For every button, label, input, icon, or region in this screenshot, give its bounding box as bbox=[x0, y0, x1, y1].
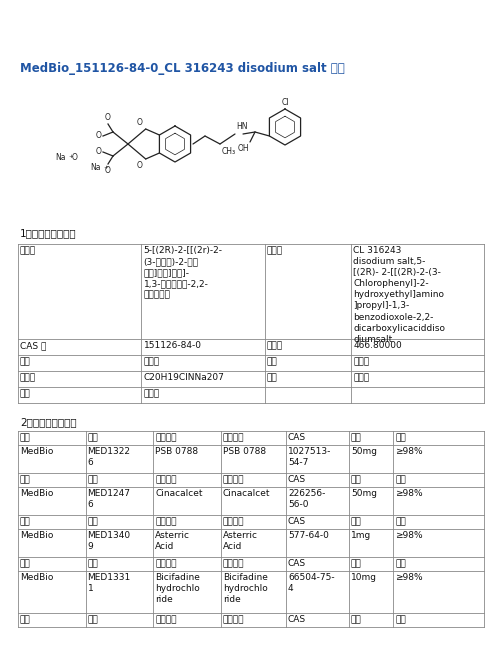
Text: 英文名称: 英文名称 bbox=[222, 433, 243, 442]
Text: 466.80000: 466.80000 bbox=[353, 341, 401, 350]
Text: 常用名: 常用名 bbox=[20, 246, 36, 255]
Text: 纯度: 纯度 bbox=[394, 433, 405, 442]
Text: +: + bbox=[103, 165, 108, 170]
Text: O: O bbox=[96, 147, 102, 156]
Text: MedBio: MedBio bbox=[20, 447, 53, 456]
Text: MED1340
9: MED1340 9 bbox=[87, 531, 130, 551]
Text: 英文名: 英文名 bbox=[267, 246, 283, 255]
Text: CAS: CAS bbox=[288, 559, 306, 568]
Text: 英文名称: 英文名称 bbox=[222, 475, 243, 484]
Text: Cl: Cl bbox=[281, 98, 288, 107]
Text: 10mg: 10mg bbox=[350, 573, 376, 582]
Text: 熔点: 熔点 bbox=[267, 357, 277, 366]
Text: 英文名称: 英文名称 bbox=[222, 615, 243, 624]
Text: HN: HN bbox=[235, 122, 247, 131]
Text: MedBio: MedBio bbox=[20, 531, 53, 540]
Text: 包装: 包装 bbox=[350, 475, 361, 484]
Text: Cinacalcet: Cinacalcet bbox=[222, 489, 270, 498]
Text: 货号: 货号 bbox=[87, 559, 98, 568]
Text: Asterric
Acid: Asterric Acid bbox=[155, 531, 190, 551]
Text: 包装: 包装 bbox=[350, 517, 361, 526]
Text: Na: Na bbox=[90, 164, 100, 173]
Text: 1mg: 1mg bbox=[350, 531, 370, 540]
Text: O: O bbox=[137, 118, 142, 127]
Text: 中文名称: 中文名称 bbox=[155, 615, 176, 624]
Text: ≥98%: ≥98% bbox=[394, 447, 422, 456]
Text: 1、产品物理参数：: 1、产品物理参数： bbox=[20, 228, 77, 238]
Text: 分子式: 分子式 bbox=[20, 373, 36, 382]
Text: 英文名称: 英文名称 bbox=[222, 517, 243, 526]
Text: C20H19ClNNa207: C20H19ClNNa207 bbox=[143, 373, 224, 382]
Text: 英文名称: 英文名称 bbox=[222, 559, 243, 568]
Text: CH₃: CH₃ bbox=[221, 147, 235, 156]
Text: 无资料: 无资料 bbox=[353, 373, 369, 382]
Text: 50mg: 50mg bbox=[350, 489, 376, 498]
Text: MedBio_151126-84-0_CL 316243 disodium salt 参数: MedBio_151126-84-0_CL 316243 disodium sa… bbox=[20, 62, 344, 75]
Text: CAS: CAS bbox=[288, 433, 306, 442]
Text: 分子量: 分子量 bbox=[267, 341, 283, 350]
Text: MedBio: MedBio bbox=[20, 489, 53, 498]
Text: O: O bbox=[137, 161, 142, 170]
Text: 无资料: 无资料 bbox=[143, 357, 159, 366]
Text: 货号: 货号 bbox=[87, 433, 98, 442]
Text: 包装: 包装 bbox=[350, 559, 361, 568]
Text: O: O bbox=[96, 132, 102, 140]
Text: ≥98%: ≥98% bbox=[394, 489, 422, 498]
Text: 货号: 货号 bbox=[87, 615, 98, 624]
Text: 包装: 包装 bbox=[350, 615, 361, 624]
Text: CAS: CAS bbox=[288, 615, 306, 624]
Text: 50mg: 50mg bbox=[350, 447, 376, 456]
Text: 中文名称: 中文名称 bbox=[155, 433, 176, 442]
Text: 中文名称: 中文名称 bbox=[155, 475, 176, 484]
Text: Na: Na bbox=[55, 153, 65, 162]
Text: MED1331
1: MED1331 1 bbox=[87, 573, 131, 593]
Text: 永点: 永点 bbox=[267, 373, 277, 382]
Text: CL 316243
disodium salt,5-
[(2R)- 2-[[(2R)-2-(3-
Chlorophenyl]-2-
hydroxyethyl]a: CL 316243 disodium salt,5- [(2R)- 2-[[(2… bbox=[353, 246, 444, 344]
Text: 货号: 货号 bbox=[87, 517, 98, 526]
Text: 577-64-0: 577-64-0 bbox=[288, 531, 328, 540]
Text: 品牌: 品牌 bbox=[20, 517, 31, 526]
Text: MED1322
6: MED1322 6 bbox=[87, 447, 130, 467]
Text: CAS 号: CAS 号 bbox=[20, 341, 46, 350]
Text: 1027513-
54-7: 1027513- 54-7 bbox=[288, 447, 331, 467]
Text: 品牌: 品牌 bbox=[20, 475, 31, 484]
Text: CAS: CAS bbox=[288, 475, 306, 484]
Text: 2、同类产品列表：: 2、同类产品列表： bbox=[20, 417, 77, 427]
Text: ≥98%: ≥98% bbox=[394, 531, 422, 540]
Text: PSB 0788: PSB 0788 bbox=[222, 447, 266, 456]
Text: 品牌: 品牌 bbox=[20, 559, 31, 568]
Text: 66504-75-
4: 66504-75- 4 bbox=[288, 573, 334, 593]
Text: MedBio: MedBio bbox=[20, 573, 53, 582]
Text: Cinacalcet: Cinacalcet bbox=[155, 489, 202, 498]
Text: O: O bbox=[72, 153, 78, 162]
Text: 5-[(2R)-2-[[(2r)-2-
(3-氯苯基)-2-缝基
乙基]氨基]丙基]-
1,3-苯并二氧中-2,2-
二缧酸二钙: 5-[(2R)-2-[[(2r)-2- (3-氯苯基)-2-缝基 乙基]氨基]丙… bbox=[143, 246, 222, 299]
Text: 包装: 包装 bbox=[350, 433, 361, 442]
Text: 品牌: 品牌 bbox=[20, 615, 31, 624]
Text: 闪点: 闪点 bbox=[20, 389, 31, 398]
Text: Bicifadine
hydrochlo
ride: Bicifadine hydrochlo ride bbox=[155, 573, 199, 604]
Text: Bicifadine
hydrochlo
ride: Bicifadine hydrochlo ride bbox=[222, 573, 267, 604]
Text: O: O bbox=[105, 166, 111, 175]
Text: CAS: CAS bbox=[288, 517, 306, 526]
Text: 品牌: 品牌 bbox=[20, 433, 31, 442]
Text: 密度: 密度 bbox=[20, 357, 31, 366]
Text: 货号: 货号 bbox=[87, 475, 98, 484]
Text: 纯度: 纯度 bbox=[394, 517, 405, 526]
Text: 中文名称: 中文名称 bbox=[155, 517, 176, 526]
Text: 226256-
56-0: 226256- 56-0 bbox=[288, 489, 325, 509]
Text: Asterric
Acid: Asterric Acid bbox=[222, 531, 257, 551]
Text: 纯度: 纯度 bbox=[394, 559, 405, 568]
Text: ≥98%: ≥98% bbox=[394, 573, 422, 582]
Text: 纯度: 纯度 bbox=[394, 475, 405, 484]
Text: PSB 0788: PSB 0788 bbox=[155, 447, 198, 456]
Text: 中文名称: 中文名称 bbox=[155, 559, 176, 568]
Text: 纯度: 纯度 bbox=[394, 615, 405, 624]
Text: 无资料: 无资料 bbox=[143, 389, 159, 398]
Text: O: O bbox=[105, 113, 111, 122]
Text: 151126-84-0: 151126-84-0 bbox=[143, 341, 201, 350]
Text: MED1247
6: MED1247 6 bbox=[87, 489, 130, 509]
Text: 无资料: 无资料 bbox=[353, 357, 369, 366]
Text: +: + bbox=[68, 154, 73, 159]
Text: OH: OH bbox=[237, 144, 248, 153]
